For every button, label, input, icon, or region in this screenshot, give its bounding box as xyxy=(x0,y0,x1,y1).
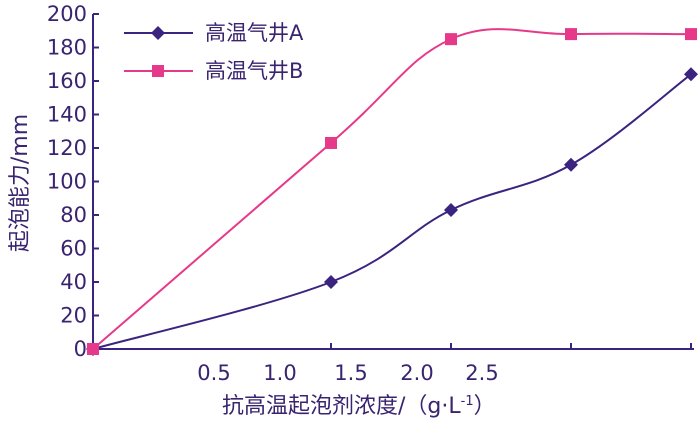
y-tick-label: 180 xyxy=(47,36,87,60)
data-point-b xyxy=(325,136,337,149)
data-point-a xyxy=(684,67,698,82)
data-point-b xyxy=(685,28,697,41)
x-axis-title-sup: -1 xyxy=(461,394,474,409)
y-tick-label: 40 xyxy=(60,270,87,294)
legend-label-a: 高温气井A xyxy=(205,21,304,45)
legend-marker-b xyxy=(152,65,164,77)
y-tick-label: 140 xyxy=(47,103,87,127)
series-line-b xyxy=(92,28,692,350)
y-ticks: 0 20 40 60 80 100 120 140 160 180 200 xyxy=(47,2,99,361)
y-tick-label: 120 xyxy=(47,136,87,160)
legend-marker-a xyxy=(151,26,165,40)
y-tick-label: 20 xyxy=(60,304,87,328)
y-tick-label: 200 xyxy=(47,2,87,26)
y-axis-title: 起泡能力/mm xyxy=(8,114,33,252)
y-tick-label: 0 xyxy=(74,337,87,361)
legend-label-b: 高温气井B xyxy=(205,59,303,83)
data-point-b xyxy=(87,343,99,355)
data-point-b xyxy=(565,28,577,41)
x-tick-label: 1.0 xyxy=(263,361,296,385)
data-point-b xyxy=(445,33,457,46)
data-point-a xyxy=(324,275,338,289)
x-tick-label: 0.5 xyxy=(197,361,230,385)
y-tick-label: 160 xyxy=(47,69,87,93)
data-point-a xyxy=(564,157,578,172)
axes xyxy=(92,14,694,350)
series-markers xyxy=(86,28,698,356)
series-lines xyxy=(92,28,692,350)
y-tick-label: 80 xyxy=(60,203,87,227)
y-tick-label: 60 xyxy=(60,237,87,261)
y-tick-label: 100 xyxy=(47,170,87,194)
legend: 高温气井A 高温气井B xyxy=(124,21,304,83)
x-ticks: 0.5 1.0 1.5 2.0 2.5 xyxy=(197,343,692,385)
series-line-a xyxy=(92,73,692,350)
x-tick-label: 1.5 xyxy=(334,361,367,385)
x-axis-title: 抗高温起泡剂浓度/（g·L-1） xyxy=(222,394,496,419)
x-tick-label: 2.5 xyxy=(465,361,498,385)
data-point-a xyxy=(444,202,458,217)
x-tick-label: 2.0 xyxy=(400,361,433,385)
x-axis-title-end: ） xyxy=(474,394,496,419)
x-axis-title-main: 抗高温起泡剂浓度/（g·L xyxy=(222,394,461,419)
